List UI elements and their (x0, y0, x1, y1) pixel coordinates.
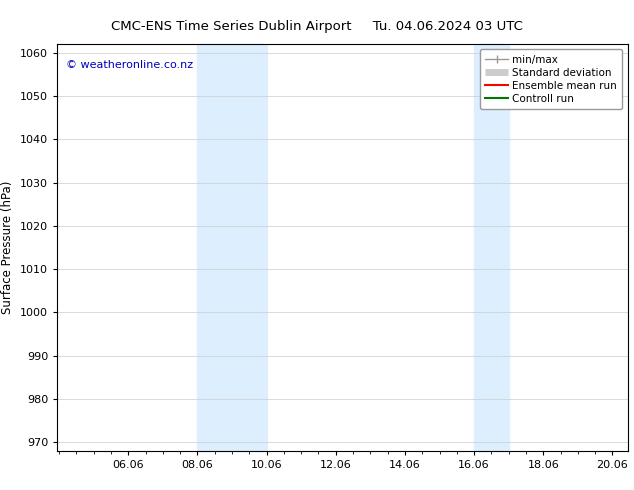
Legend: min/max, Standard deviation, Ensemble mean run, Controll run: min/max, Standard deviation, Ensemble me… (480, 49, 623, 109)
Text: CMC-ENS Time Series Dublin Airport     Tu. 04.06.2024 03 UTC: CMC-ENS Time Series Dublin Airport Tu. 0… (111, 20, 523, 33)
Bar (197, 44, 267, 451)
Y-axis label: Surface Pressure (hPa): Surface Pressure (hPa) (1, 181, 15, 314)
Text: © weatheronline.co.nz: © weatheronline.co.nz (66, 60, 193, 71)
Bar (474, 44, 508, 451)
